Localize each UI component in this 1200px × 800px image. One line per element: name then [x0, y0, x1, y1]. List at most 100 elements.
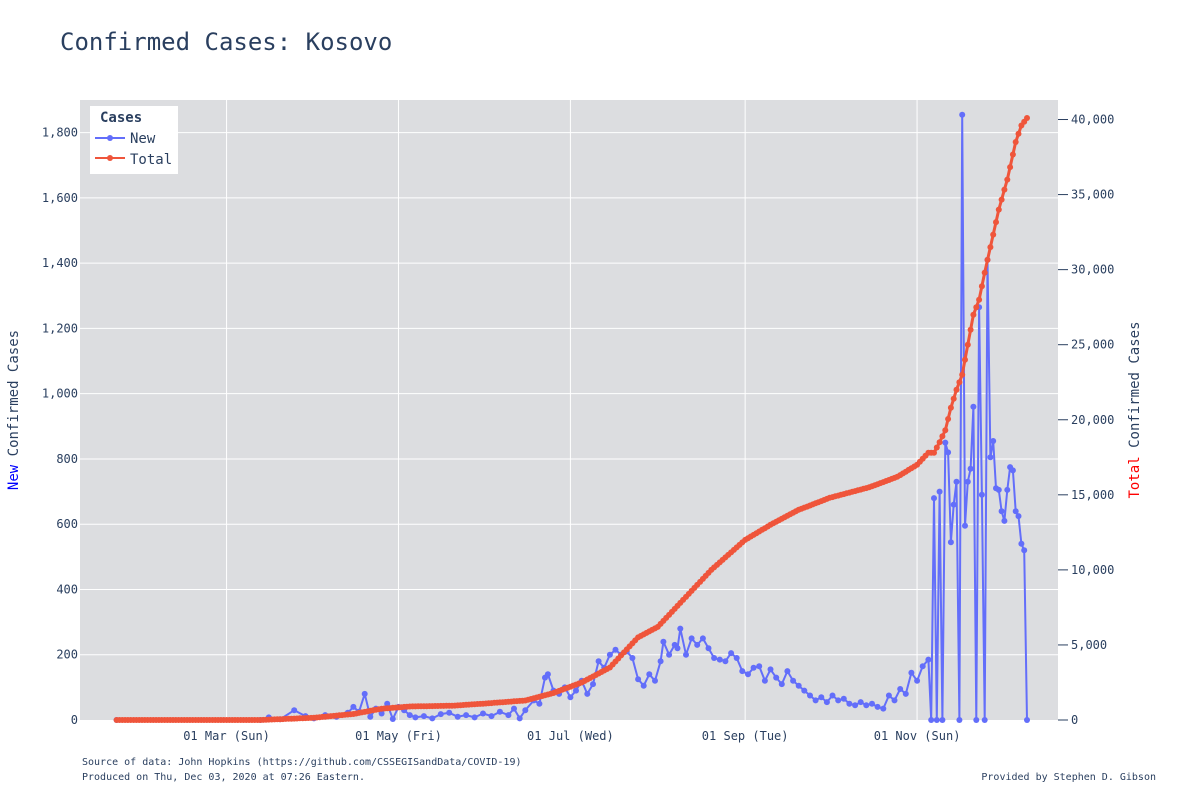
- data-point-new: [953, 478, 960, 485]
- data-point-total: [1024, 115, 1030, 121]
- data-point-new: [936, 488, 943, 495]
- series-new: [113, 111, 1030, 723]
- left-y-tick-label: 400: [56, 582, 78, 596]
- data-point-new: [840, 695, 847, 702]
- data-point-new: [1004, 486, 1011, 493]
- data-point-new: [694, 641, 701, 648]
- data-point-new: [942, 439, 949, 446]
- data-point-new: [463, 712, 470, 719]
- data-point-new: [967, 465, 974, 472]
- data-point-total: [947, 404, 954, 411]
- data-point-new: [995, 486, 1002, 493]
- data-point-new: [683, 651, 689, 658]
- data-point-new: [857, 699, 864, 706]
- data-point-total: [981, 269, 988, 276]
- legend-marker-total: [107, 155, 113, 161]
- left-y-tick-label: 1,200: [42, 321, 78, 335]
- data-point-new: [739, 668, 746, 675]
- data-point-new: [612, 646, 619, 653]
- data-point-total: [959, 371, 966, 378]
- data-point-total: [1007, 164, 1014, 171]
- x-tick-label: 01 Mar (Sun): [183, 729, 270, 743]
- data-point-new: [1015, 513, 1022, 520]
- legend-title: Cases: [100, 110, 142, 126]
- data-point-total: [956, 379, 963, 386]
- data-point-new: [750, 664, 757, 671]
- data-point-total: [1015, 130, 1022, 137]
- data-point-new: [981, 717, 988, 723]
- plot-area: [80, 100, 1058, 720]
- data-point-new: [778, 681, 785, 688]
- left-y-axis-ticks: 0 200 400 600 800 1,000 1,200 1,400 1,600 1,800: [42, 126, 78, 727]
- right-y-tick-label: 40,000: [1071, 113, 1114, 127]
- data-point-new: [807, 692, 813, 699]
- data-point-new: [389, 716, 396, 722]
- data-point-total: [942, 427, 949, 434]
- data-point-total: [962, 356, 968, 363]
- data-point-new: [573, 687, 579, 694]
- data-point-new: [1001, 517, 1008, 524]
- data-point-new: [429, 715, 436, 722]
- right-y-axis-ticks: 0 5,000 10,000 15,000 20,000 25,000 30,000 35,0…: [1058, 113, 1114, 727]
- data-point-new: [699, 635, 706, 642]
- data-point-new: [446, 709, 453, 716]
- data-point-new: [384, 700, 391, 707]
- data-point-new: [973, 717, 980, 723]
- left-y-axis-title: New Confirmed Cases: [6, 330, 22, 490]
- right-y-tick-label: 10,000: [1071, 563, 1114, 577]
- data-point-new: [412, 714, 419, 721]
- data-point-new: [956, 717, 963, 723]
- data-point-new: [361, 690, 368, 697]
- data-point-new: [728, 650, 735, 657]
- data-point-new: [919, 663, 926, 670]
- data-point-new: [629, 655, 636, 661]
- data-point-total: [993, 219, 999, 226]
- legend-label-new: New: [130, 131, 156, 147]
- legend-item-new[interactable]: New: [95, 131, 156, 147]
- x-tick-label: 01 Jul (Wed): [527, 729, 614, 743]
- data-point-new: [420, 713, 427, 720]
- legend-marker-new: [107, 135, 113, 141]
- legend-item-total[interactable]: Total: [95, 152, 172, 168]
- data-point-new: [1024, 717, 1030, 723]
- data-point-new: [767, 666, 774, 673]
- right-y-tick-label: 25,000: [1071, 338, 1114, 352]
- chart-title: Confirmed Cases: Kosovo: [60, 28, 392, 56]
- data-point-new: [852, 702, 859, 709]
- data-point-new: [823, 699, 830, 706]
- data-point-new: [829, 692, 836, 699]
- data-point-new: [1018, 540, 1025, 547]
- data-point-new: [773, 674, 780, 681]
- data-point-new: [897, 686, 904, 692]
- right-y-tick-label: 35,000: [1071, 188, 1114, 202]
- data-point-new: [990, 438, 997, 444]
- data-point-new: [437, 711, 444, 718]
- data-point-new: [812, 697, 819, 704]
- data-point-total: [967, 326, 974, 333]
- data-point-new: [635, 676, 642, 683]
- data-point-new: [818, 694, 825, 701]
- series-layer: [113, 111, 1030, 723]
- data-point-new: [471, 714, 478, 721]
- x-axis-ticks: 01 Mar (Sun) 01 May (Fri) 01 Jul (Wed) 01 S…: [183, 729, 960, 743]
- data-point-new: [885, 692, 892, 699]
- data-point-new: [367, 713, 374, 720]
- data-point-new: [846, 700, 853, 707]
- data-point-total: [950, 395, 957, 402]
- legend[interactable]: Cases New Total: [90, 106, 178, 174]
- data-point-new: [950, 501, 957, 508]
- data-point-new: [1021, 547, 1028, 554]
- data-point-new: [590, 681, 596, 688]
- data-point-total: [1001, 186, 1008, 193]
- data-point-new: [567, 694, 574, 701]
- left-y-tick-label: 600: [56, 517, 78, 531]
- data-point-total: [978, 283, 985, 290]
- data-point-new: [584, 690, 591, 697]
- data-point-new: [835, 697, 842, 704]
- data-point-new: [945, 449, 952, 456]
- data-point-new: [536, 700, 543, 707]
- legend-label-total: Total: [130, 152, 172, 168]
- data-point-new: [880, 705, 887, 712]
- left-y-tick-label: 1,600: [42, 191, 78, 205]
